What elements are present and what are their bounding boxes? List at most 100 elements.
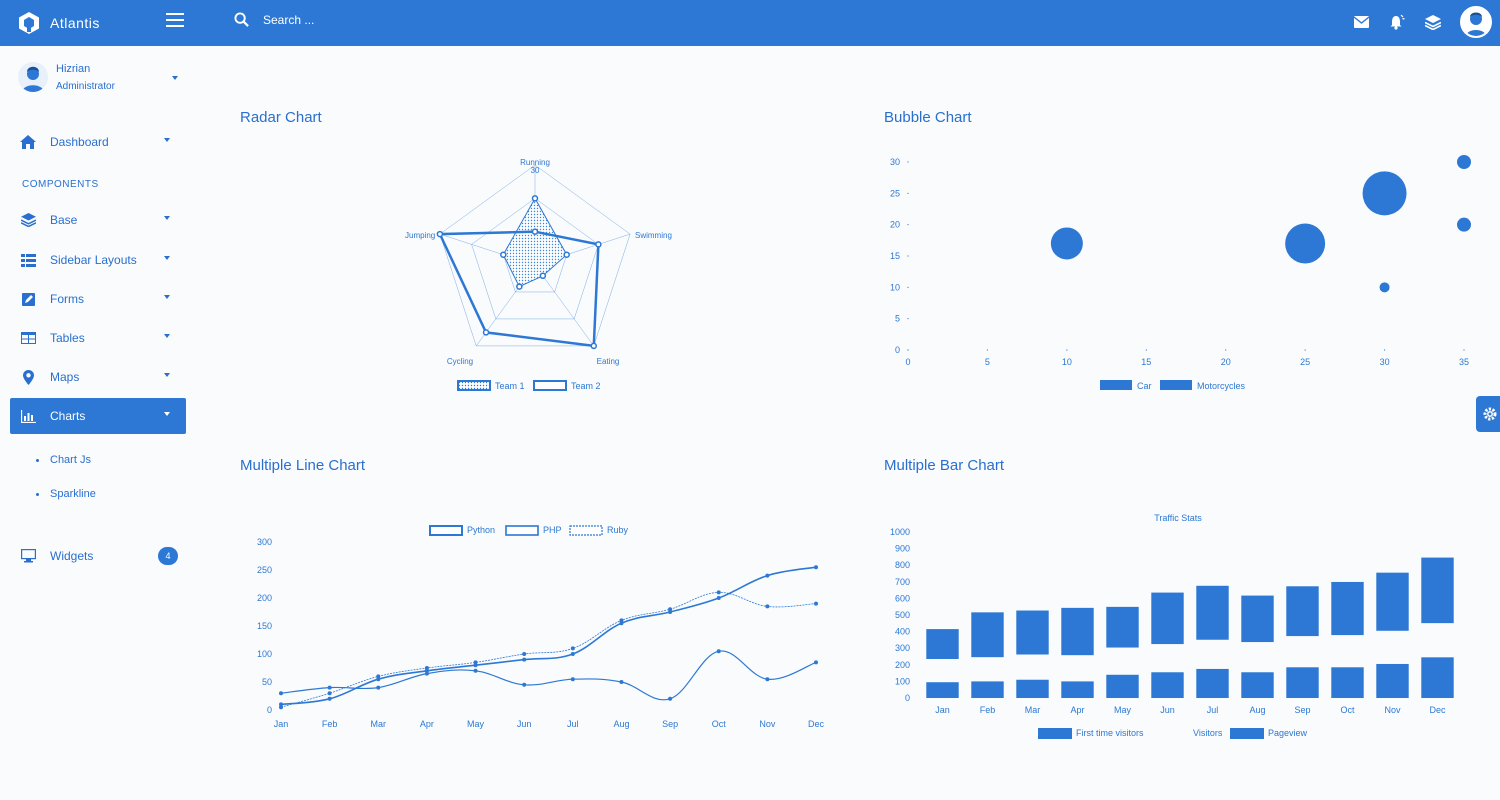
sidebar-subitem-label: Sparkline — [50, 488, 96, 500]
x-grid-dot — [1304, 349, 1306, 351]
chevron-down-icon — [164, 216, 170, 220]
x-tick-label: Feb — [322, 719, 338, 729]
sidebar-item-tables[interactable]: Tables — [10, 320, 186, 356]
line-point — [716, 596, 721, 600]
widgets-count-badge: 4 — [158, 547, 178, 565]
x-tick-label: Feb — [980, 705, 996, 715]
y-tick-label: 50 — [262, 677, 272, 687]
bubble-chart: 0 5 10 15 20 25 30 0 5 10 15 20 25 30 35 Car Motorcycles — [890, 155, 1471, 391]
y-tick-label: 15 — [890, 251, 900, 261]
y-tick-label: 25 — [890, 188, 900, 198]
search-input[interactable] — [263, 12, 463, 27]
sidebar-item-label: Tables — [50, 331, 85, 345]
legend-swatch — [457, 380, 491, 391]
brand-name: Atlantis — [50, 15, 100, 31]
line-point — [619, 618, 624, 623]
y-tick-label: 5 — [895, 314, 900, 324]
bar-pageview — [1421, 557, 1454, 624]
sidebar-item-widgets[interactable]: Widgets 4 — [10, 538, 186, 574]
bar-first-time-visitors — [1016, 679, 1049, 698]
bar-first-time-visitors — [1061, 681, 1094, 698]
user-role: Administrator — [56, 80, 115, 92]
home-icon — [20, 134, 36, 150]
search-icon[interactable] — [234, 12, 249, 27]
radar-point — [590, 342, 598, 350]
bar-pageview — [1331, 581, 1364, 636]
radar-series-1 — [502, 197, 568, 288]
bar-first-time-visitors — [1106, 674, 1139, 698]
line-point — [570, 677, 575, 682]
brand[interactable]: Atlantis — [0, 0, 208, 46]
y-grid-dot — [907, 192, 909, 194]
x-tick-label: Jan — [935, 705, 950, 715]
sidebar-item-label: Sidebar Layouts — [50, 253, 137, 267]
line-point — [814, 601, 818, 606]
bar-pageview — [1286, 586, 1319, 637]
sidebar-item-dashboard[interactable]: Dashboard — [10, 124, 186, 160]
x-tick-label: 20 — [1221, 357, 1231, 367]
y-tick-label: 250 — [257, 565, 272, 575]
bell-icon[interactable] — [1388, 13, 1406, 31]
legend-label: Visitors — [1193, 728, 1223, 738]
atlantis-logo-icon — [19, 12, 39, 34]
y-tick-label: 10 — [890, 282, 900, 292]
sidebar-item-sidebar-layouts[interactable]: Sidebar Layouts — [10, 242, 186, 278]
avatar — [18, 62, 48, 92]
y-tick-label: 800 — [895, 560, 910, 570]
x-tick-label: Jan — [274, 719, 289, 729]
y-tick-label: 1000 — [890, 527, 910, 537]
x-tick-label: Apr — [420, 719, 434, 729]
x-tick-label: Jun — [1160, 705, 1175, 715]
legend-label: Pageview — [1268, 728, 1308, 738]
bubble-point — [1379, 282, 1390, 293]
chevron-down-icon — [164, 373, 170, 377]
y-tick-label: 200 — [257, 593, 272, 603]
sidebar-subitem-chart-js[interactable]: Chart Js — [36, 454, 91, 466]
line-point — [814, 660, 818, 665]
x-tick-label: 25 — [1300, 357, 1310, 367]
sidebar-item-label: Widgets — [50, 549, 94, 563]
bar-pageview — [1061, 607, 1094, 656]
chevron-down-icon[interactable] — [172, 76, 178, 80]
sidebar-item-base[interactable]: Base — [10, 202, 186, 238]
line-series-python — [280, 566, 817, 706]
table-icon — [20, 330, 36, 346]
sidebar-item-label: Maps — [50, 370, 80, 384]
bar-pageview — [926, 629, 959, 659]
y-tick-label: 20 — [890, 220, 900, 230]
sidebar-item-forms[interactable]: Forms — [10, 281, 186, 317]
legend-swatch — [1230, 728, 1264, 739]
sidebar-subitem-label: Chart Js — [50, 454, 91, 466]
legend-label: Ruby — [607, 525, 629, 535]
sidebar-subitem-sparkline[interactable]: Sparkline — [36, 488, 96, 500]
line-point — [327, 696, 332, 701]
bar-chart: Traffic Stats 0 100 200 300 400 500 600 700 800 90… — [890, 513, 1454, 739]
user-panel[interactable]: Hizrian Administrator — [18, 62, 115, 92]
desktop-icon — [20, 548, 36, 564]
menu-toggle-icon[interactable] — [166, 13, 184, 29]
legend-swatch — [569, 525, 603, 536]
x-tick-label: Jul — [1207, 705, 1219, 715]
y-tick-label: 900 — [895, 544, 910, 554]
envelope-icon[interactable] — [1352, 13, 1370, 31]
x-tick-label: Sep — [1294, 705, 1310, 715]
radar-point — [595, 241, 602, 248]
y-tick-label: 300 — [257, 537, 272, 547]
legend-label: Python — [467, 525, 495, 535]
sidebar-item-label: Dashboard — [50, 135, 109, 149]
bar-chart-title: Multiple Bar Chart — [884, 457, 1005, 474]
sidebar-item-maps[interactable]: Maps — [10, 359, 186, 395]
x-grid-dot — [986, 349, 989, 351]
line-point — [668, 607, 673, 612]
sidebar-item-charts[interactable]: Charts — [10, 398, 186, 434]
bar-chart-icon — [20, 408, 36, 424]
x-tick-label: 15 — [1141, 357, 1151, 367]
search-bar — [234, 12, 463, 27]
bubble-point — [1457, 217, 1471, 232]
pen-square-icon — [20, 291, 36, 307]
layers-icon[interactable] — [1424, 13, 1442, 31]
bar-first-time-visitors — [971, 681, 1004, 698]
profile-avatar[interactable] — [1460, 6, 1492, 38]
bar-pageview — [1241, 595, 1274, 643]
settings-toggle[interactable] — [1476, 396, 1500, 432]
